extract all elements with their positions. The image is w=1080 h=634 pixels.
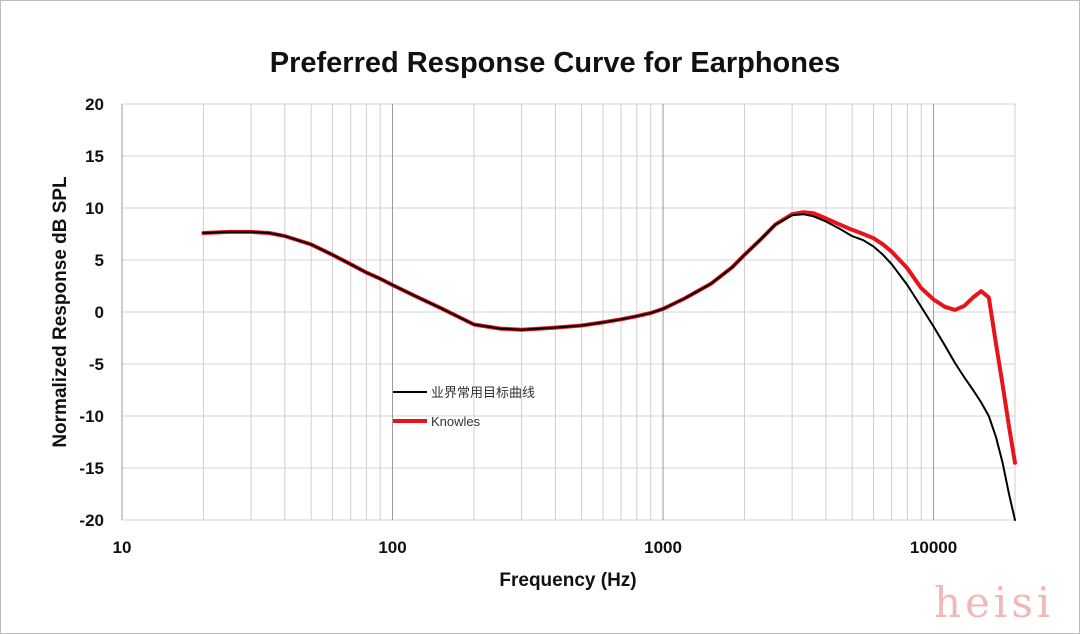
- y-tick-label: -5: [89, 355, 104, 374]
- y-tick-label: -15: [79, 459, 104, 478]
- x-axis-label: Frequency (Hz): [499, 570, 636, 591]
- y-tick-label: -20: [79, 511, 104, 530]
- x-tick-labels: 10 100 1000 10000: [113, 538, 958, 557]
- legend-label-knowles: Knowles: [431, 414, 481, 429]
- watermark: heisi: [934, 578, 1054, 627]
- x-tick-label: 10000: [910, 538, 957, 557]
- y-axis-label: Normalized Response dB SPL: [50, 176, 71, 448]
- x-tick-label: 100: [378, 538, 406, 557]
- y-tick-label: -10: [79, 407, 104, 426]
- series-line-knowles: [201, 210, 1017, 465]
- x-tick-label: 1000: [644, 538, 682, 557]
- chart-title: Preferred Response Curve for Earphones: [270, 47, 841, 79]
- x-tick-label: 10: [113, 538, 132, 557]
- y-tick-label: 5: [95, 251, 104, 270]
- legend-label-target-curve: 业界常用目标曲线: [431, 385, 535, 400]
- y-tick-label: 20: [85, 95, 104, 114]
- y-tick-labels: 20 15 10 5 0 -5 -10 -15 -20: [79, 95, 104, 530]
- y-tick-label: 15: [85, 147, 104, 166]
- series-line-target-curve: [202, 213, 1016, 521]
- grid: [121, 103, 1016, 521]
- series-lines: [201, 210, 1017, 521]
- legend: 业界常用目标曲线 Knowles: [393, 385, 535, 429]
- y-tick-label: 10: [85, 199, 104, 218]
- y-tick-label: 0: [95, 303, 104, 322]
